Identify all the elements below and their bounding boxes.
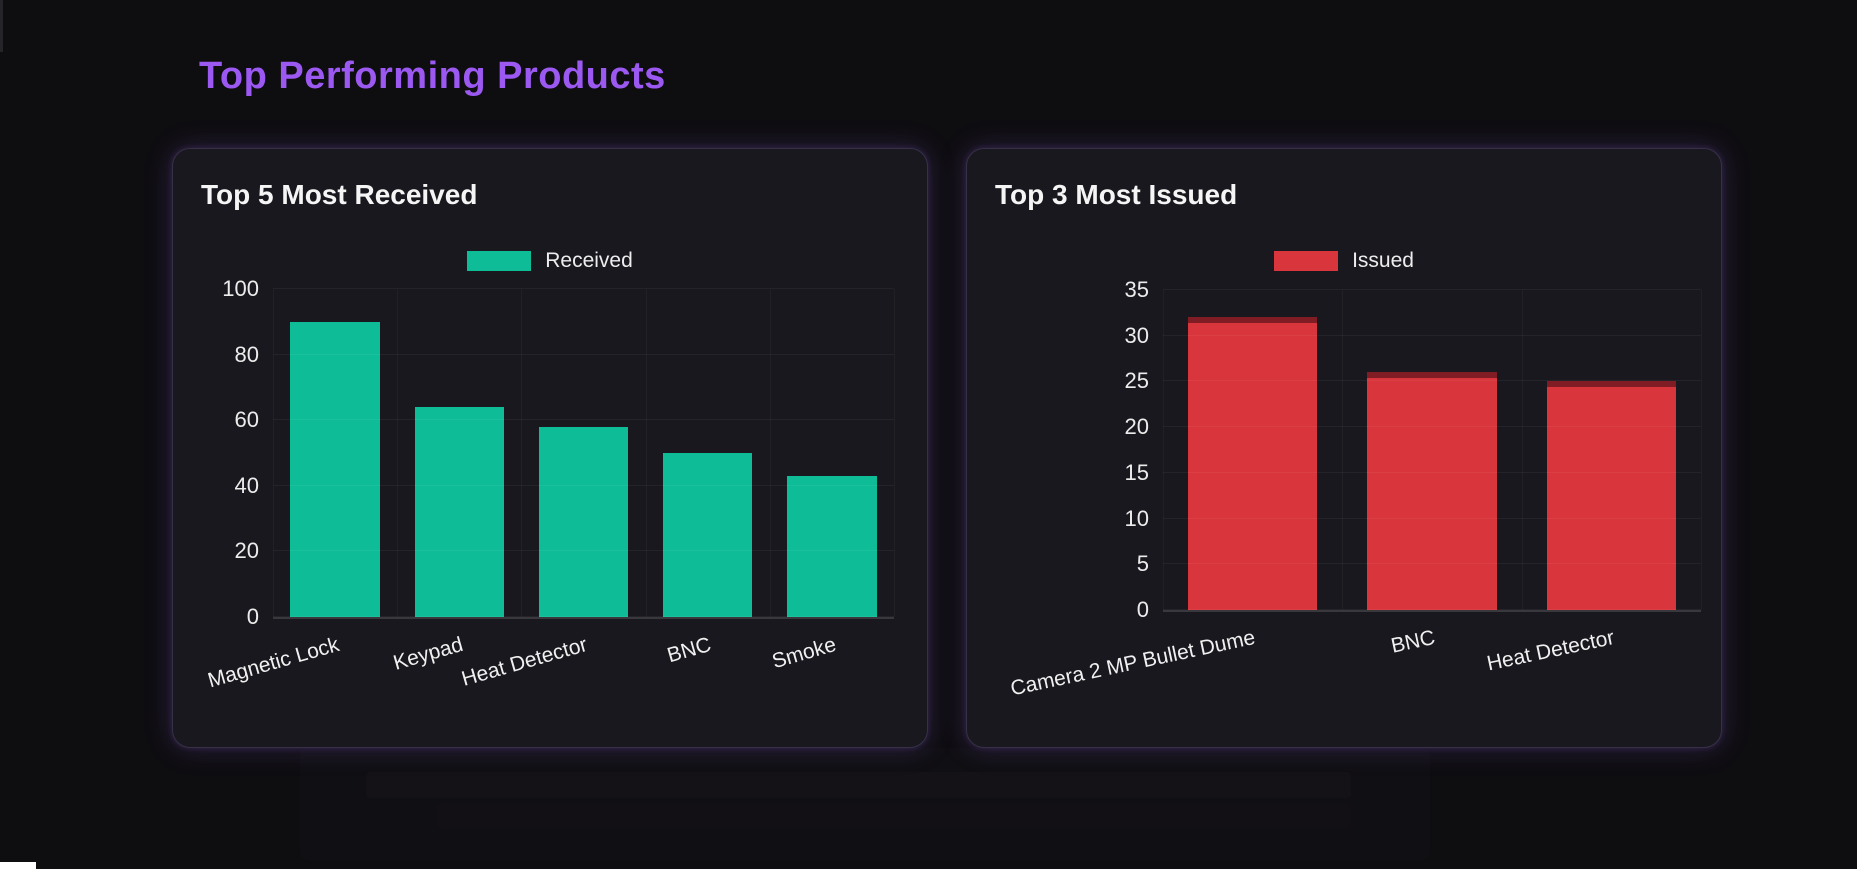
bar-slot — [646, 289, 770, 617]
y-axis-tick-label: 0 — [1136, 597, 1149, 622]
y-axis-tick-label: 80 — [234, 341, 259, 367]
gridline — [273, 353, 894, 355]
bars — [273, 289, 894, 617]
bar-bnc[interactable] — [1367, 372, 1497, 610]
card-top-3-most-issued: Top 3 Most Issued Issued Camera 2 MP Bul… — [966, 148, 1722, 748]
bar-slot — [273, 289, 397, 617]
top-left-edge-artifact — [0, 0, 3, 52]
bar-heat-detector[interactable] — [1546, 381, 1676, 610]
vertical-gridline — [1701, 290, 1702, 610]
x-axis-label: Keypad — [390, 633, 466, 675]
vertical-gridline — [273, 289, 274, 617]
bar-heat-detector[interactable] — [538, 426, 629, 617]
gridline — [273, 616, 894, 617]
card-top-5-most-received: Top 5 Most Received Received Magnetic Lo… — [172, 148, 928, 748]
gridline — [1163, 563, 1701, 565]
y-axis-tick-label: 10 — [1124, 505, 1149, 531]
x-axis-label: Heat Detector — [1484, 626, 1617, 676]
plot-area[interactable]: Camera 2 MP Bullet Dume BNC Heat Detector … — [1009, 279, 1702, 700]
y-axis-tick-label: 20 — [1124, 414, 1149, 440]
bar-slot — [770, 289, 894, 617]
legend-label: Issued — [1352, 249, 1414, 272]
y-axis-tick-label: 60 — [234, 407, 259, 433]
x-axis-label: Smoke — [769, 633, 839, 674]
gridline — [1163, 426, 1701, 428]
bar-magnetic-lock[interactable] — [290, 321, 380, 617]
vertical-gridline — [894, 289, 895, 617]
y-axis-tick-label: 35 — [1124, 277, 1149, 302]
gridline — [1163, 609, 1701, 610]
bar-smoke[interactable] — [787, 475, 877, 617]
y-axis-tick-label: 15 — [1124, 459, 1149, 485]
legend-label: Received — [545, 249, 633, 272]
bar-keypad[interactable] — [414, 407, 505, 617]
chart-title: Top 3 Most Issued — [995, 179, 1238, 210]
vertical-gridline — [1522, 290, 1523, 610]
chart-title: Top 5 Most Received — [201, 179, 478, 210]
gridline — [273, 419, 894, 421]
y-axis-tick-label: 25 — [1124, 368, 1149, 394]
vertical-gridline — [1163, 290, 1164, 610]
x-axis-label: BNC — [1388, 626, 1437, 658]
gridline — [273, 484, 894, 486]
vertical-gridline — [1342, 290, 1343, 610]
legend[interactable]: Received — [173, 249, 927, 273]
gridline — [1163, 334, 1701, 336]
bar-camera-2-mp-bullet-dume[interactable] — [1188, 317, 1318, 610]
y-axis-tick-label: 40 — [234, 472, 259, 498]
x-axis-label: Magnetic Lock — [204, 633, 342, 693]
background-ghost-band — [437, 804, 1351, 828]
gridline — [1163, 517, 1701, 519]
gridline — [1163, 289, 1701, 290]
bar-slot — [1163, 290, 1342, 610]
page-title: Top Performing Products — [199, 55, 666, 98]
x-axis-labels: Camera 2 MP Bullet Dume BNC Heat Detector — [1009, 610, 1701, 730]
gridline — [1163, 471, 1701, 473]
x-axis-label: BNC — [665, 633, 715, 668]
gridline — [273, 288, 894, 289]
bars — [1163, 290, 1701, 610]
y-axis-tick-label: 30 — [1124, 322, 1149, 348]
vertical-gridline — [397, 289, 398, 617]
legend-swatch[interactable] — [467, 251, 532, 271]
bar-slot — [1342, 290, 1521, 610]
y-axis-tick-label: 20 — [234, 538, 259, 564]
vertical-gridline — [646, 289, 647, 617]
y-axis-tick-label: 100 — [222, 276, 259, 301]
y-axis-tick-label: 0 — [246, 604, 259, 629]
x-axis-labels: Magnetic Lock Keypad Heat Detector BNC Smoke — [205, 617, 894, 737]
legend-swatch[interactable] — [1274, 251, 1339, 271]
background-ghost-band — [366, 772, 1351, 798]
bottom-white-strip — [0, 869, 1857, 877]
plot-area[interactable]: Magnetic Lock Keypad Heat Detector BNC Smoke… — [205, 278, 895, 692]
gridline — [273, 550, 894, 552]
bar-slot — [1522, 290, 1701, 610]
gridline — [1163, 380, 1701, 382]
legend[interactable]: Issued — [967, 249, 1721, 273]
x-axis-label: Camera 2 MP Bullet Dume — [1008, 626, 1258, 701]
y-axis-tick-label: 5 — [1136, 551, 1149, 577]
vertical-gridline — [521, 289, 522, 617]
bar-slot — [521, 289, 645, 617]
bar-bnc[interactable] — [663, 453, 753, 617]
vertical-gridline — [770, 289, 771, 617]
bar-slot — [397, 289, 521, 617]
x-axis-label: Heat Detector — [458, 633, 590, 691]
